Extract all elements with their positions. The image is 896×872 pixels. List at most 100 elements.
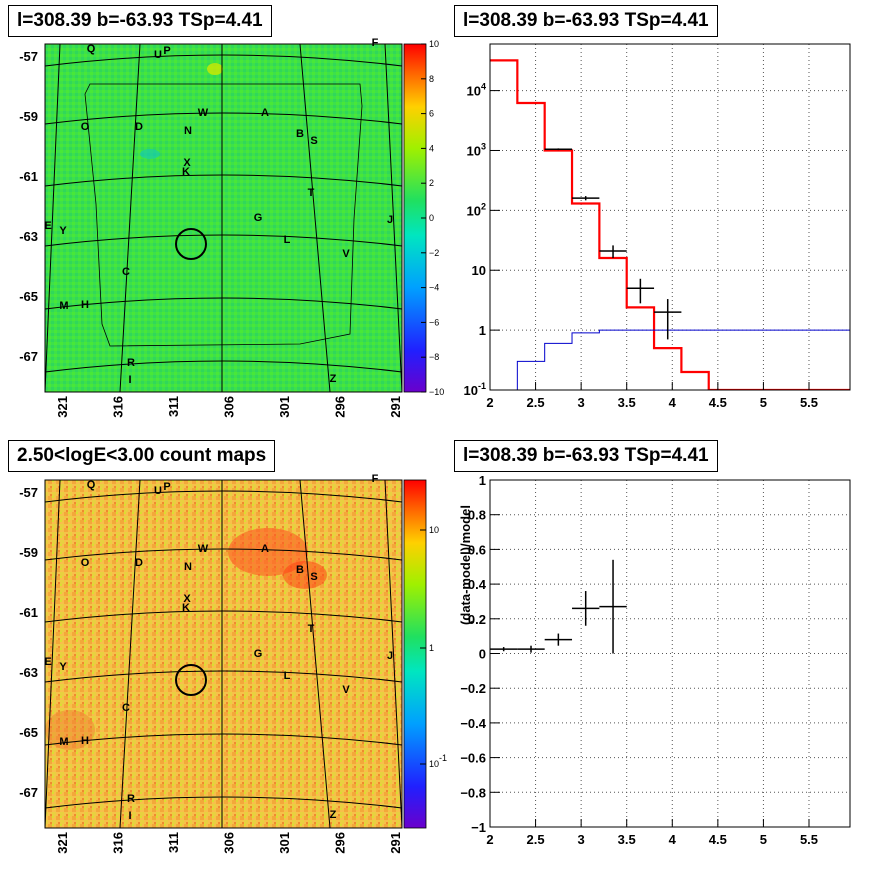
latitude-line <box>44 234 403 247</box>
map-frame <box>44 479 403 829</box>
ts-coldspot <box>140 149 160 159</box>
source-circle <box>175 664 207 696</box>
plot-frame <box>489 43 851 391</box>
lat-tick-label: -59 <box>19 545 38 560</box>
source-label-l: L <box>284 234 291 246</box>
ts-map-title: l=308.39 b=-63.93 TSp=4.41 <box>8 5 272 37</box>
longitude-line <box>44 479 61 829</box>
y-tick-label: 1 <box>479 473 486 488</box>
lon-tick-label: 301 <box>277 396 292 418</box>
colorbar-tick-label: −6 <box>429 317 439 327</box>
lon-tick-label: 306 <box>222 832 237 854</box>
y-axis-title: (data-model)/model <box>458 505 473 625</box>
source-label-o: O <box>81 557 90 569</box>
x-tick-label: 4.5 <box>709 832 727 847</box>
source-label-p: P <box>163 45 170 57</box>
source-label-e: E <box>44 656 51 668</box>
latitude-line <box>44 733 403 746</box>
lon-tick-label: 296 <box>333 832 348 854</box>
latitude-line <box>44 297 403 310</box>
x-tick-label: 2 <box>486 832 493 847</box>
counts-spectrum-panel: 2 2.5 3 3.5 4 4.5 5 5.5 10-1 1 10 102 103 104 <box>464 43 851 410</box>
roi-outline <box>84 83 363 347</box>
x-tick-label: 3 <box>578 832 585 847</box>
source-label-o: O <box>81 121 90 133</box>
latitude-line <box>44 548 403 561</box>
source-label-t: T <box>308 187 315 199</box>
x-tick-label: 5.5 <box>800 395 818 410</box>
lon-tick-label: 291 <box>388 396 403 418</box>
source-label-f: F <box>372 473 379 485</box>
source-label-b: B <box>296 564 304 576</box>
source-label-s: S <box>310 135 317 147</box>
lon-tick-label: 321 <box>55 832 70 854</box>
diffuse-emission <box>283 561 327 589</box>
source-label-v: V <box>342 248 350 260</box>
x-tick-label: 3 <box>578 395 585 410</box>
source-label-g: G <box>254 212 263 224</box>
x-tick-label: 5 <box>760 832 767 847</box>
lon-tick-label: 296 <box>333 396 348 418</box>
latitude-line <box>44 610 403 623</box>
x-tick-label: 3.5 <box>618 395 636 410</box>
source-label-w: W <box>198 543 209 555</box>
source-label-j: J <box>387 650 393 662</box>
y-tick-label: 0 <box>479 647 486 662</box>
lon-tick-label: 316 <box>111 396 126 418</box>
source-label-i: I <box>128 374 131 386</box>
lat-tick-label: -65 <box>19 725 38 740</box>
source-label-x: X <box>183 593 191 605</box>
source-label-q: Q <box>87 43 96 55</box>
source-label-d: D <box>135 557 143 569</box>
series-model_total <box>490 59 850 390</box>
source-label-j: J <box>387 214 393 226</box>
colorbar <box>404 480 426 828</box>
colorbar-tick-label: −8 <box>429 352 439 362</box>
source-label-n: N <box>184 561 192 573</box>
x-tick-label: 2 <box>486 395 493 410</box>
lat-tick-label: -61 <box>19 169 38 184</box>
source-label-q: Q <box>87 479 96 491</box>
lon-tick-label: 291 <box>388 832 403 854</box>
source-label-i: I <box>128 810 131 822</box>
lat-tick-label: -59 <box>19 109 38 124</box>
y-tick-label: 104 <box>467 82 486 99</box>
x-tick-label: 4 <box>669 395 677 410</box>
ts-map-panel: Q U P F O D WN A BS XK T G J E Y L V C M H RI Z -57 -59 -61 -63 -6… <box>19 37 444 418</box>
plot-area <box>490 44 850 390</box>
colorbar-tick-label: 2 <box>429 178 434 188</box>
longitude-line <box>384 479 403 829</box>
longitude-line <box>299 479 331 829</box>
y-tick-label: −0.6 <box>460 751 486 766</box>
lon-tick-label: 316 <box>111 832 126 854</box>
y-tick-label: 10 <box>472 263 486 278</box>
latitude-line <box>44 54 403 67</box>
longitude-line <box>119 479 141 829</box>
spectrum-title: l=308.39 b=-63.93 TSp=4.41 <box>454 5 718 37</box>
source-label-s: S <box>310 571 317 583</box>
source-label-w: W <box>198 107 209 119</box>
source-label-f: F <box>372 37 379 49</box>
source-label-y: Y <box>59 225 67 237</box>
lon-tick-label: 311 <box>166 396 181 417</box>
x-tick-label: 4.5 <box>709 395 727 410</box>
source-label-m: M <box>59 300 68 312</box>
lat-tick-label: -63 <box>19 665 38 680</box>
source-label-t: T <box>308 623 315 635</box>
lat-tick-label: -57 <box>19 485 38 500</box>
longitude-line <box>384 43 403 393</box>
latitude-line <box>44 670 403 683</box>
source-label-h: H <box>81 735 89 747</box>
source-label-k: K <box>182 602 190 614</box>
y-tick-label: −0.2 <box>460 681 486 696</box>
y-tick-label: 10-1 <box>464 381 486 398</box>
map-frame <box>44 43 403 393</box>
colorbar-tick-label: 6 <box>429 109 434 119</box>
lon-tick-label: 306 <box>222 396 237 418</box>
colorbar-tick-label: 1 <box>429 643 434 653</box>
latitude-line <box>44 112 403 125</box>
x-tick-label: 2.5 <box>527 832 545 847</box>
y-tick-label: 1 <box>479 323 486 338</box>
latitude-line <box>44 796 403 809</box>
